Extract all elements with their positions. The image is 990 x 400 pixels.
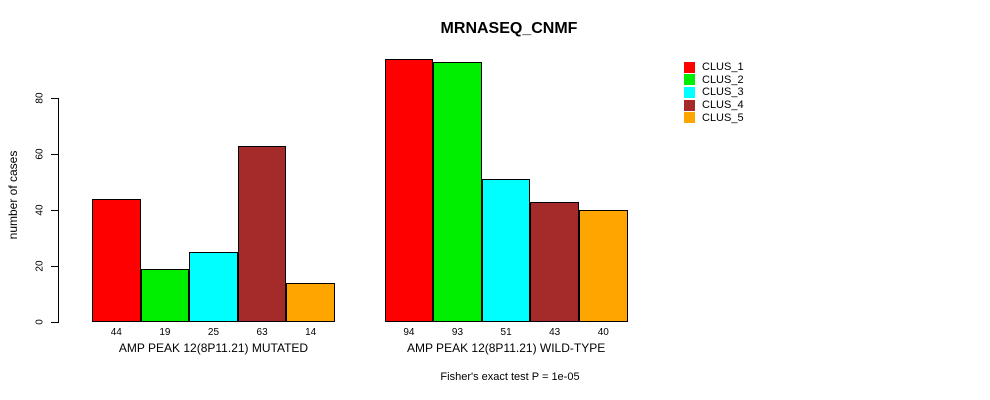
legend-swatch-icon: [684, 99, 695, 111]
bar: [433, 61, 482, 322]
y-tick-label: 20: [34, 260, 46, 272]
y-tick: [51, 266, 58, 267]
bar-value-label: 93: [451, 327, 464, 338]
legend-swatch-icon: [684, 86, 695, 98]
y-tick: [51, 210, 58, 211]
bar-value-label: 40: [597, 327, 609, 338]
legend-item: CLUS_4: [684, 99, 744, 112]
legend-item: CLUS_5: [684, 111, 744, 124]
group-label: AMP PEAK 12(8P11.21) MUTATED: [118, 341, 309, 355]
y-tick: [51, 154, 58, 155]
legend-label: CLUS_5: [702, 111, 744, 124]
bar-value-label: 51: [500, 327, 512, 338]
legend-swatch-icon: [684, 112, 695, 124]
bar: [140, 268, 190, 322]
y-tick-label: 40: [34, 204, 46, 216]
bar: [384, 58, 434, 322]
y-axis-label: number of cases: [6, 150, 20, 240]
bar-value-label: 14: [305, 327, 317, 338]
legend-label: CLUS_3: [702, 86, 744, 99]
annotation-text: Fisher's exact test P = 1e-05: [440, 371, 580, 383]
bar-value-label: 44: [110, 327, 122, 338]
y-tick-label: 80: [34, 92, 46, 104]
legend-swatch-icon: [684, 74, 695, 86]
bar-value-label: 19: [159, 327, 171, 338]
legend-label: CLUS_4: [702, 99, 744, 112]
y-tick-label: 0: [34, 319, 46, 325]
bar: [286, 282, 335, 322]
bar: [237, 145, 287, 322]
bar-value-label: 25: [207, 327, 220, 338]
bar-value-label: 63: [256, 327, 268, 338]
group-label: AMP PEAK 12(8P11.21) WILD-TYPE: [406, 341, 606, 355]
legend-swatch-icon: [684, 61, 695, 73]
bar-value-label: 43: [549, 327, 561, 338]
chart-title: MRNASEQ_CNMF: [440, 20, 578, 37]
legend-label: CLUS_2: [702, 73, 744, 86]
bar: [92, 198, 141, 322]
bar: [481, 179, 531, 322]
bar-value-label: 94: [403, 327, 415, 338]
y-axis: [58, 98, 59, 323]
legend-item: CLUS_1: [684, 61, 744, 74]
legend-label: CLUS_1: [702, 61, 744, 74]
bar: [530, 201, 579, 322]
legend-item: CLUS_2: [684, 74, 744, 87]
y-tick: [51, 322, 58, 323]
bar: [579, 210, 628, 322]
legend-item: CLUS_3: [684, 86, 744, 99]
legend: CLUS_1 CLUS_2 CLUS_3 CLUS_4 CLUS_5: [684, 61, 744, 124]
y-tick-label: 60: [34, 148, 46, 160]
bar: [189, 252, 238, 322]
y-tick: [51, 98, 58, 99]
